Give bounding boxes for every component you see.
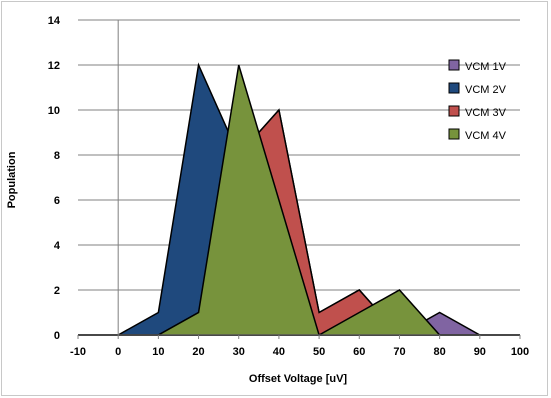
x-tick-label: 90 [474,346,486,358]
legend: VCM 1V VCM 2V VCM 3V VCM 4V [448,59,507,142]
x-tick-label: 10 [152,346,164,358]
y-tick-label: 4 [54,240,61,252]
y-tick-label: 6 [54,195,60,207]
x-axis-label: Offset Voltage [uV] [249,373,348,385]
x-tick-label: 30 [233,346,245,358]
legend-swatch-vcm-3v [448,105,460,117]
y-tick-labels: 0 2 4 6 8 10 12 14 [48,15,61,342]
grid-lines [78,19,520,291]
y-tick-label: 10 [48,105,60,117]
y-tick-label: 14 [48,15,61,27]
y-tick-label: 12 [48,60,60,72]
x-tick-label: 50 [313,346,325,358]
legend-label-vcm-1v: VCM 1V [465,61,507,73]
y-tick-label: 2 [54,285,60,297]
legend-swatch-vcm-1v [448,59,460,71]
y-tick-label: 8 [54,150,60,162]
legend-swatch-vcm-4v [448,128,460,140]
legend-swatch-vcm-2v [448,82,460,94]
x-tick-label: 70 [393,346,405,358]
x-tick-label: -10 [70,346,86,358]
legend-label-vcm-2v: VCM 2V [465,84,507,96]
x-tick-label: 80 [434,346,446,358]
x-tick-labels: -10 0 10 20 30 40 50 60 70 80 90 100 [70,346,529,358]
legend-label-vcm-4v: VCM 4V [465,130,507,142]
x-tick-label: 100 [511,346,529,358]
y-axis-label: Population [6,151,18,208]
x-tick-label: 40 [273,346,285,358]
x-tick-label: 60 [353,346,365,358]
y-tick-label: 0 [54,330,60,342]
axes [77,19,521,339]
x-tick-label: 20 [192,346,204,358]
x-tick-label: 0 [115,346,121,358]
legend-label-vcm-3v: VCM 3V [465,107,507,119]
